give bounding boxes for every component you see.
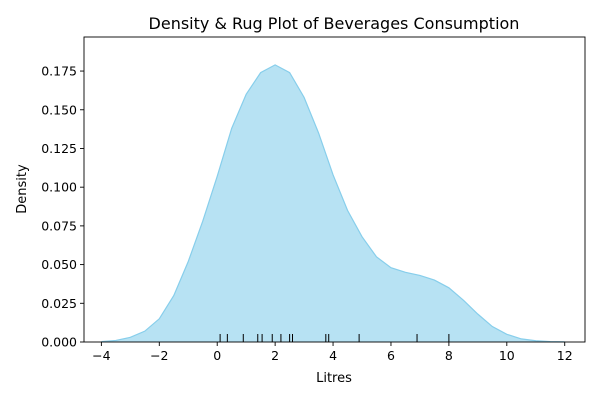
x-axis-label: Litres (316, 371, 352, 386)
y-tick-label: 0.125 (41, 141, 77, 156)
x-tick-label: 2 (271, 348, 279, 363)
y-tick-label: 0.050 (41, 257, 77, 272)
x-tick-label: 8 (445, 348, 453, 363)
density-line (101, 64, 565, 343)
y-axis-label: Density (15, 164, 30, 214)
x-tick-label: 12 (557, 348, 573, 363)
x-tick-label: −2 (150, 348, 168, 363)
x-tick-label: 6 (387, 348, 395, 363)
density-area (101, 64, 565, 343)
y-tick-label: 0.100 (41, 180, 77, 195)
x-tick-label: 10 (499, 348, 515, 363)
y-tick-label: 0.150 (41, 102, 77, 117)
x-tick-label: 0 (213, 348, 221, 363)
y-tick-label: 0.000 (41, 335, 77, 350)
chart-title: Density & Rug Plot of Beverages Consumpt… (149, 14, 520, 33)
x-tick-label: −4 (92, 348, 110, 363)
y-tick-label: 0.075 (41, 218, 77, 233)
y-tick-label: 0.025 (41, 296, 77, 311)
plot-area: −4 −2 0 2 4 6 8 10 12 0.000 0.025 0.050 0.075 0.100 0.… (41, 36, 586, 363)
axes-frame (83, 36, 586, 343)
x-tick-label: 4 (329, 348, 337, 363)
y-tick-label: 0.175 (41, 64, 77, 79)
